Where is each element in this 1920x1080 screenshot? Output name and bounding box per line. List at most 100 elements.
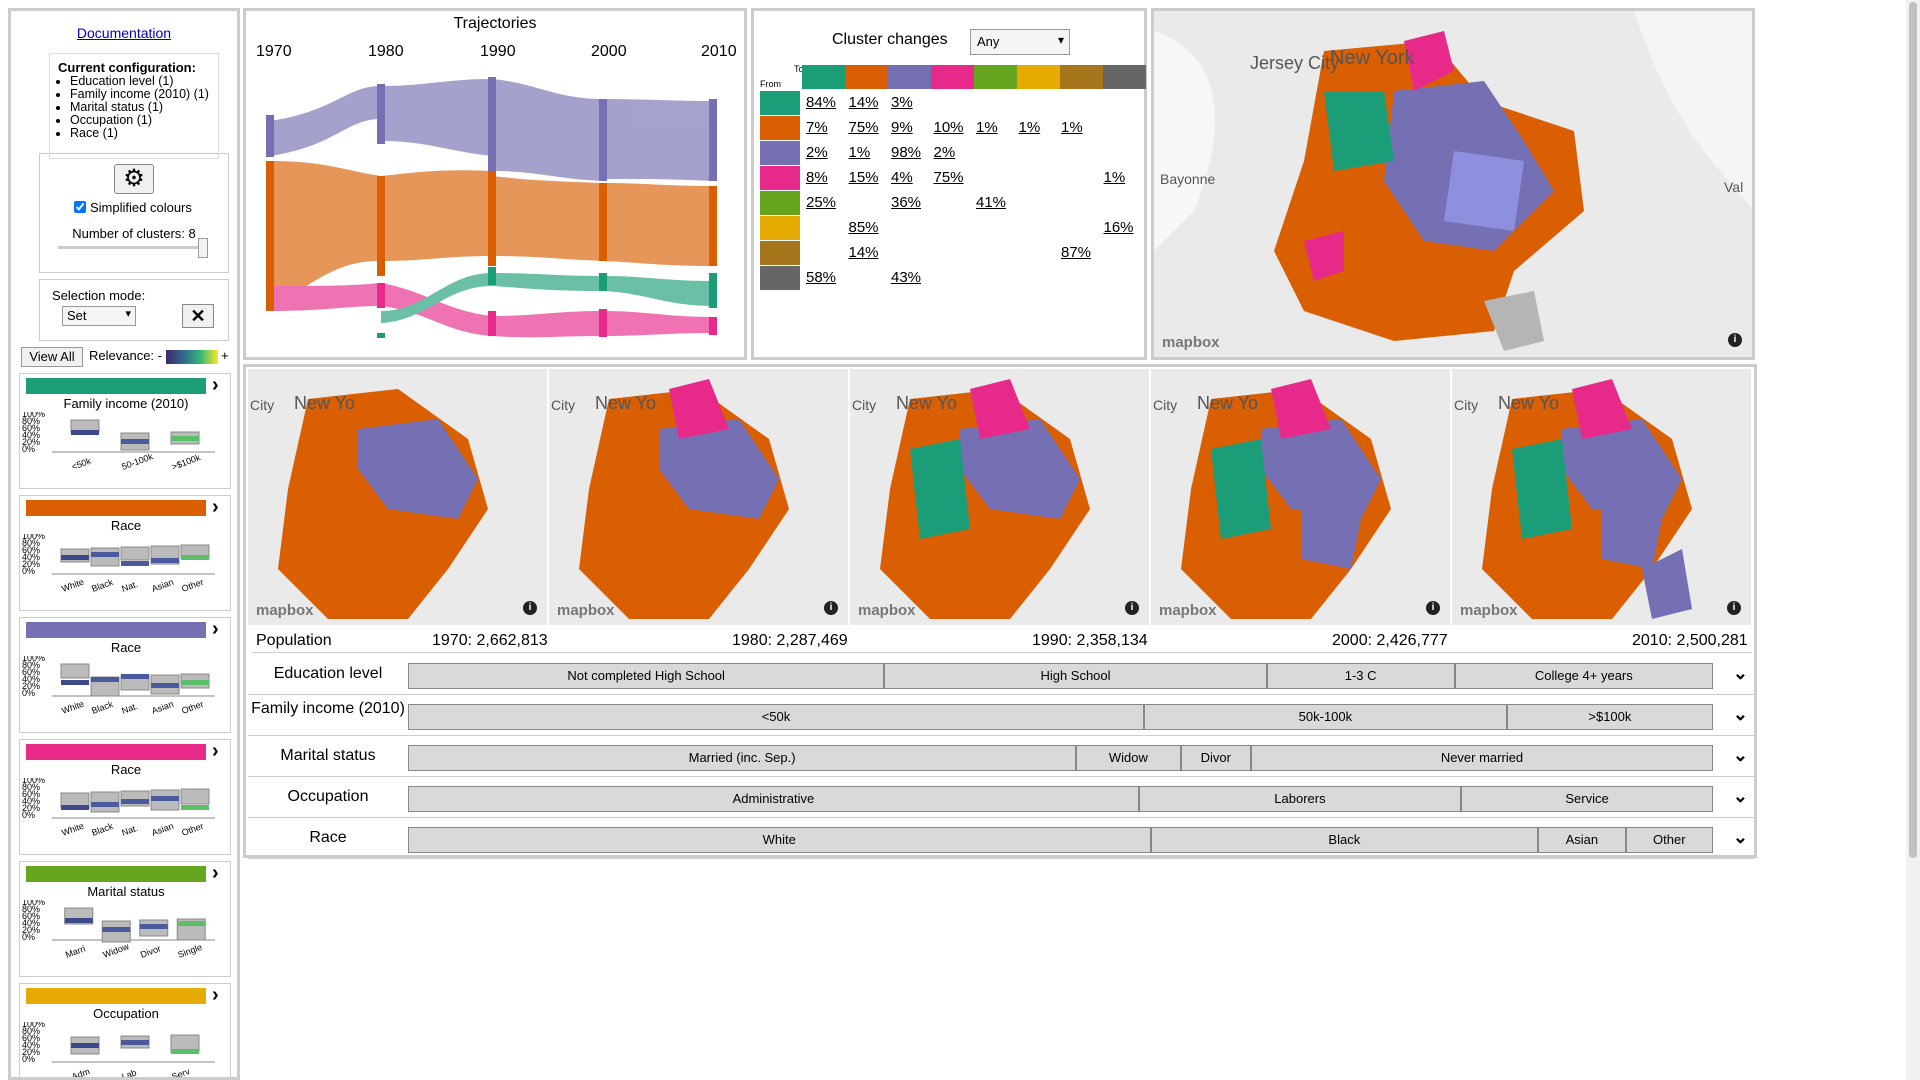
chevron-right-icon[interactable]: › [212, 862, 219, 884]
chevron-right-icon[interactable]: › [212, 618, 219, 640]
clear-selection-button[interactable]: ✕ [182, 304, 214, 328]
cluster-change-cell[interactable]: 75% [848, 119, 879, 136]
cluster-change-cell[interactable]: 14% [848, 94, 879, 111]
to-cluster-swatch[interactable] [888, 65, 931, 89]
cluster-change-cell[interactable]: 16% [1103, 219, 1134, 236]
cluster-change-cell[interactable]: 1% [848, 144, 871, 161]
cluster-changes-select[interactable]: Any [970, 29, 1070, 55]
gear-icon[interactable]: ⚙ [114, 164, 154, 194]
attribute-segment[interactable]: Divor [1180, 745, 1252, 771]
to-cluster-swatch[interactable] [1017, 65, 1060, 89]
chevron-down-icon[interactable]: ⌄ [1732, 827, 1748, 847]
cluster-change-cell[interactable]: 85% [848, 219, 879, 236]
attribute-segment[interactable]: Not completed High School [408, 663, 885, 689]
trajectories-sankey[interactable] [246, 11, 744, 357]
slider-handle[interactable] [198, 238, 208, 258]
attribute-segment[interactable]: Married (inc. Sep.) [408, 745, 1077, 771]
cluster-change-cell[interactable]: 1% [976, 119, 998, 136]
cluster-card[interactable]: › Marital status 100% 80% 60% 40% 20% 0% Marri W… [19, 861, 231, 977]
cluster-change-cell[interactable]: 1% [1018, 119, 1041, 136]
info-icon[interactable]: i [523, 601, 537, 615]
from-cluster-swatch[interactable] [760, 266, 800, 290]
to-cluster-swatch[interactable] [931, 65, 974, 89]
simplified-colours-checkbox[interactable] [74, 201, 86, 213]
cluster-card[interactable]: › Race 100% 80% 60% 40% 20% 0% White Black Nat. As… [19, 495, 231, 611]
cluster-change-cell[interactable]: 10% [933, 119, 964, 136]
to-cluster-swatch[interactable] [1060, 65, 1103, 89]
to-cluster-swatch[interactable] [802, 65, 845, 89]
from-cluster-swatch[interactable] [760, 166, 800, 190]
cluster-change-cell[interactable]: 36% [891, 194, 922, 211]
cluster-change-cell[interactable]: 87% [1061, 244, 1092, 261]
cluster-card[interactable]: › Family income (2010) 100% 80% 60% 40% 20% 0%… [19, 373, 231, 489]
chevron-down-icon[interactable]: ⌄ [1732, 745, 1748, 765]
chevron-right-icon[interactable]: › [212, 374, 219, 396]
chevron-down-icon[interactable]: ⌄ [1732, 704, 1748, 724]
year-map[interactable]: City New Yo mapbox i [1452, 369, 1751, 625]
year-map[interactable]: City New Yo mapbox i [248, 369, 547, 625]
simplified-colours-toggle[interactable]: Simplified colours [74, 200, 192, 215]
from-cluster-swatch[interactable] [760, 191, 800, 215]
to-cluster-swatch[interactable] [845, 65, 888, 89]
from-cluster-swatch[interactable] [760, 116, 800, 140]
cluster-change-cell[interactable]: 3% [891, 94, 913, 111]
chevron-down-icon[interactable]: ⌄ [1732, 786, 1748, 806]
scrollbar-thumb[interactable] [1909, 2, 1917, 858]
overview-map[interactable]: Jersey City New York Bayonne Val mapbox … [1151, 8, 1755, 360]
attribute-segment[interactable]: 50k-100k [1144, 704, 1507, 730]
from-cluster-swatch[interactable] [760, 216, 800, 240]
info-icon[interactable]: i [1727, 601, 1741, 615]
to-cluster-swatch[interactable] [1103, 65, 1146, 89]
attribute-segment[interactable]: <50k [408, 704, 1145, 730]
page-scrollbar[interactable] [1906, 0, 1920, 1080]
cluster-change-cell[interactable]: 9% [891, 119, 913, 136]
chevron-right-icon[interactable]: › [212, 496, 219, 518]
cluster-change-cell[interactable]: 2% [806, 144, 828, 161]
from-cluster-swatch[interactable] [760, 241, 800, 265]
attribute-segment[interactable]: Administrative [408, 786, 1139, 812]
cluster-change-cell[interactable]: 7% [806, 119, 828, 136]
attribute-segment[interactable]: High School [884, 663, 1267, 689]
attribute-segment[interactable]: White [408, 827, 1151, 853]
year-map[interactable]: City New Yo mapbox i [1151, 369, 1450, 625]
attribute-segment[interactable]: 1-3 C [1266, 663, 1455, 689]
attribute-segment[interactable]: >$100k [1506, 704, 1713, 730]
cluster-card[interactable]: › Race 100% 80% 60% 40% 20% 0% White Black Nat. As… [19, 739, 231, 855]
cluster-change-cell[interactable]: 25% [806, 194, 837, 211]
cluster-card[interactable]: › Occupation 100% 80% 60% 40% 20% 0% Adm Lab Serv [19, 983, 231, 1077]
chevron-right-icon[interactable]: › [212, 740, 219, 762]
attribute-segment[interactable]: Laborers [1138, 786, 1462, 812]
attribute-segment[interactable]: Widow [1076, 745, 1181, 771]
documentation-link[interactable]: Documentation [76, 25, 172, 41]
year-map[interactable]: City New Yo mapbox i [850, 369, 1149, 625]
info-icon[interactable]: i [824, 601, 838, 615]
cluster-card[interactable]: › Race 100% 80% 60% 40% 20% 0% White Black Nat. As… [19, 617, 231, 733]
cluster-change-cell[interactable]: 84% [806, 94, 837, 111]
year-map[interactable]: City New Yo mapbox i [549, 369, 848, 625]
selection-mode-select[interactable]: Set [62, 306, 136, 326]
attribute-segment[interactable]: Other [1625, 827, 1713, 853]
attribute-segment[interactable]: Never married [1251, 745, 1713, 771]
chevron-right-icon[interactable]: › [212, 984, 219, 1006]
cluster-change-cell[interactable]: 58% [806, 269, 837, 286]
num-clusters-slider[interactable] [58, 246, 208, 249]
cluster-change-cell[interactable]: 41% [976, 194, 1007, 211]
to-cluster-swatch[interactable] [974, 65, 1017, 89]
attribute-segment[interactable]: Asian [1538, 827, 1626, 853]
cluster-change-cell[interactable]: 15% [848, 169, 879, 186]
cluster-change-cell[interactable]: 14% [848, 244, 879, 261]
cluster-change-cell[interactable]: 8% [806, 169, 828, 186]
info-icon[interactable]: i [1125, 601, 1139, 615]
from-cluster-swatch[interactable] [760, 141, 800, 165]
cluster-change-cell[interactable]: 1% [1103, 169, 1126, 186]
attribute-segment[interactable]: Service [1461, 786, 1713, 812]
cluster-change-cell[interactable]: 43% [891, 269, 922, 286]
cluster-change-cell[interactable]: 1% [1061, 119, 1083, 136]
cluster-change-cell[interactable]: 98% [891, 144, 922, 161]
chevron-down-icon[interactable]: ⌄ [1732, 663, 1748, 683]
from-cluster-swatch[interactable] [760, 91, 800, 115]
attribute-segment[interactable]: Black [1150, 827, 1539, 853]
info-icon[interactable]: i [1728, 333, 1742, 347]
cluster-change-cell[interactable]: 75% [933, 169, 964, 186]
cluster-change-cell[interactable]: 4% [891, 169, 913, 186]
